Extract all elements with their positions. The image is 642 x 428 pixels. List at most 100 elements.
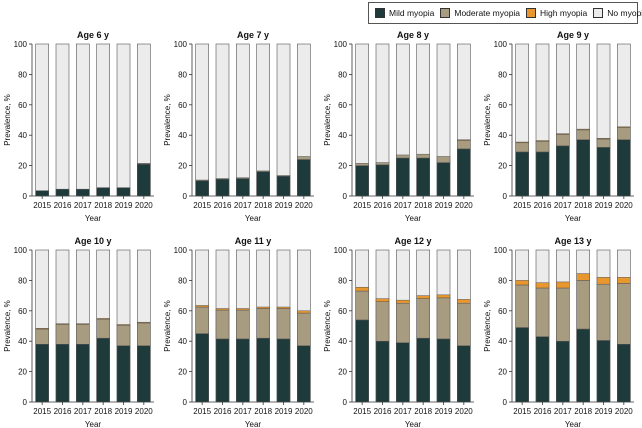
panel-1-ytick-label: 80 (18, 70, 27, 79)
panel-1-ytick-label: 100 (14, 40, 28, 49)
panel-5-bar-2015-mild (35, 343, 49, 403)
panel-4-bar-2018-high (576, 128, 590, 131)
panel-2-xtick-label-2019: 2019 (275, 201, 293, 210)
panel-6-bar-2018-mild (256, 337, 270, 403)
panel-7-title: Age 12 y (394, 236, 431, 246)
panel-1-bar-2020-moderate (137, 163, 151, 165)
panel-5-bar-2018-high (96, 318, 110, 320)
panel-5-ytick-label: 60 (18, 307, 27, 316)
panel-1-ytick-label: 0 (23, 192, 28, 201)
panel-3-title: Age 8 y (397, 30, 429, 40)
panel-2-ylabel: Prevalence, % (163, 94, 172, 146)
panel-4-bar-2016-moderate (535, 141, 550, 153)
panel-7-bar-2015-mild (355, 319, 369, 403)
panel-1-ytick-label: 60 (18, 101, 27, 110)
panel-6-bar-2018-moderate (256, 308, 270, 339)
panel-3-ylabel: Prevalence, % (323, 94, 332, 146)
panel-7-bar-2018-mild (416, 337, 430, 403)
panel-2-bar-2016-no-myopia (215, 43, 230, 197)
panel-4-bar-2018-mild (576, 139, 590, 197)
panel-2-bar-2016-mild (215, 179, 230, 197)
panel-2-bar-2018-moderate (256, 170, 270, 172)
panel-7-xtick-label-2019: 2019 (435, 407, 453, 416)
panel-5-ytick-label: 80 (18, 276, 27, 285)
panel-5-bar-2018-moderate (96, 318, 110, 339)
panel-8-xlabel: Year (565, 420, 582, 428)
panel-7-xtick-label-2015: 2015 (353, 407, 371, 416)
panel-8-bar-2020-high (617, 277, 631, 284)
legend-item-mild: Mild myopia (375, 8, 434, 18)
panel-2-bar-2020-moderate (297, 156, 311, 160)
panel-4-xtick-label-2020: 2020 (615, 201, 633, 210)
panel-2-xlabel: Year (245, 214, 262, 223)
panel-4-bar-2019-high (596, 137, 611, 140)
panel-6-ytick-label: 0 (183, 398, 188, 407)
panel-4-bar-2017-mild (556, 145, 570, 197)
panel-7-xtick-label-2017: 2017 (394, 407, 412, 416)
panel-8-xtick-label-2016: 2016 (534, 407, 552, 416)
panel-5-xtick-label-2020: 2020 (135, 407, 153, 416)
panel-8-bar-2019-high (596, 277, 611, 285)
panel-8-title: Age 13 y (554, 236, 591, 246)
panel-6-xtick-label-2016: 2016 (214, 407, 232, 416)
panel-8-bar-2015-mild (515, 327, 529, 403)
panel-1-xlabel: Year (85, 214, 102, 223)
panel-8-xtick-label-2019: 2019 (595, 407, 613, 416)
panel-8-ytick-label: 40 (498, 337, 507, 346)
panel-6-bar-2017-mild (236, 338, 250, 403)
panel-3-bar-2018-moderate (416, 153, 430, 159)
panel-3-bar-2016-moderate (375, 162, 390, 166)
panel-2-bar-2019-mild (276, 175, 291, 197)
panel-6-xtick-label-2020: 2020 (295, 407, 313, 416)
panel-2-bar-2017-moderate (236, 177, 250, 179)
panel-4-bar-2016-high (535, 140, 550, 142)
panel-1-bar-2015-no-myopia (35, 43, 49, 197)
panel-7-xlabel: Year (405, 420, 422, 428)
panel-2-ytick-label: 60 (178, 101, 187, 110)
panel-4-xtick-label-2019: 2019 (595, 201, 613, 210)
panel-2-bar-2015-moderate (195, 179, 209, 182)
panel-8-bar-2017-moderate (556, 287, 570, 342)
panel-7-bar-2020-mild (457, 345, 471, 403)
panel-8-xtick-label-2018: 2018 (574, 407, 592, 416)
panel-5-xtick-label-2018: 2018 (94, 407, 112, 416)
panel-2-bar-2017-mild (236, 178, 250, 197)
panel-1-xtick-label-2017: 2017 (74, 201, 92, 210)
panel-5-xtick-label-2016: 2016 (54, 407, 72, 416)
legend-label-mild: Mild myopia (389, 8, 435, 18)
panel-2-ytick-label: 80 (178, 70, 187, 79)
panel-6-bar-2015-mild (195, 333, 209, 403)
panel-7-bar-2019-moderate (436, 297, 451, 340)
panel-6-ylabel: Prevalence, % (163, 300, 172, 352)
panel-4-bar-2017-moderate (556, 134, 570, 147)
panel-1-bar-2017-no-myopia (76, 43, 90, 197)
panel-7-ytick-label: 40 (338, 337, 347, 346)
panel-1-xtick-label-2018: 2018 (94, 201, 112, 210)
panel-3-xtick-label-2020: 2020 (455, 201, 473, 210)
panel-5-bar-2020-mild (137, 345, 151, 403)
panel-7-ylabel: Prevalence, % (323, 300, 332, 352)
legend-swatch-high (526, 8, 537, 18)
panel-6-bar-2019-mild (276, 338, 291, 403)
panel-6-xlabel: Year (245, 420, 262, 428)
panel-8-bar-2015-moderate (515, 284, 529, 328)
panel-3-bar-2018-mild (416, 157, 430, 197)
panel-1-bar-2019-mild (116, 187, 131, 197)
panel-5-ytick-label: 20 (18, 368, 27, 377)
panel-7-bar-2016-mild (375, 340, 390, 403)
panel-4-ytick-label: 60 (498, 101, 507, 110)
panel-5-bar-2016-mild (55, 343, 70, 403)
panel-2-ytick-label: 0 (183, 192, 188, 201)
panel-2-xtick-label-2017: 2017 (234, 201, 252, 210)
panel-3-ytick-label: 60 (338, 101, 347, 110)
panel-7-bar-2015-moderate (355, 290, 369, 321)
panel-1-xtick-label-2019: 2019 (115, 201, 133, 210)
panel-7-bar-2016-moderate (375, 301, 390, 342)
legend-swatch-moderate (440, 8, 451, 18)
panel-7-bar-2018-moderate (416, 298, 430, 339)
panel-3-xtick-label-2015: 2015 (353, 201, 371, 210)
panel-4-xlabel: Year (565, 214, 582, 223)
panel-1-bar-2018-no-myopia (96, 43, 110, 197)
panel-6-title: Age 11 y (235, 236, 272, 246)
